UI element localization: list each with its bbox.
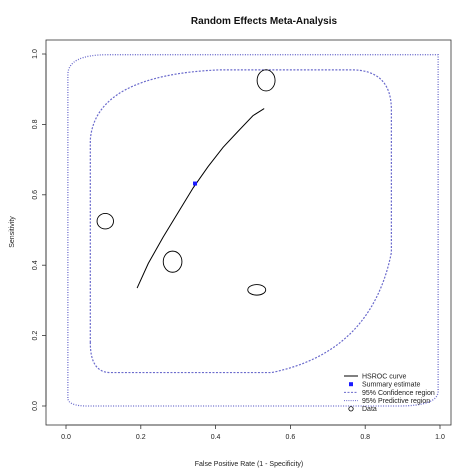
plot-frame xyxy=(45,39,452,426)
summary-estimate-point xyxy=(193,181,198,186)
legend-label: 95% Predictive region xyxy=(362,398,430,405)
y-tick-label: 1.0 xyxy=(32,49,39,59)
y-tick-label: 0.2 xyxy=(32,331,39,341)
chart-title: Random Effects Meta-Analysis xyxy=(191,16,338,27)
hsroc-curve xyxy=(136,108,265,289)
legend-label: Data xyxy=(362,406,377,413)
x-tick-label: 0.4 xyxy=(211,434,221,441)
x-tick-label: 1.0 xyxy=(435,434,445,441)
x-tick-label: 0.2 xyxy=(136,434,146,441)
y-tick-label: 0.6 xyxy=(32,190,39,200)
y-tick-label: 0.4 xyxy=(32,260,39,270)
legend-item: 95% Predictive region xyxy=(344,398,430,405)
confidence-region xyxy=(89,69,392,374)
data-point xyxy=(162,250,183,273)
x-tick-label: 0.8 xyxy=(360,434,370,441)
data-point xyxy=(256,69,276,92)
x-axis-label: False Positive Rate (1 - Specificity) xyxy=(195,461,304,468)
legend-label: HSROC curve xyxy=(362,373,406,380)
legend-item: HSROC curve xyxy=(344,373,406,380)
legend-label: 95% Confidence region xyxy=(362,390,435,397)
predictive-region xyxy=(67,54,439,407)
y-tick-label: 0.8 xyxy=(32,119,39,129)
legend-item: Summary estimate xyxy=(349,382,420,389)
y-tick-label: 0.0 xyxy=(32,401,39,411)
y-axis-label: Sensitivity xyxy=(9,216,16,248)
legend-label: Summary estimate xyxy=(362,382,420,389)
legend-item: 95% Confidence region xyxy=(344,390,435,397)
data-point xyxy=(96,213,114,230)
legend-circle-swatch xyxy=(348,406,354,412)
legend-item: Data xyxy=(348,406,377,413)
x-tick-label: 0.6 xyxy=(286,434,296,441)
data-point xyxy=(247,284,267,296)
legend-square-swatch xyxy=(349,382,353,387)
x-tick-label: 0.0 xyxy=(61,434,71,441)
